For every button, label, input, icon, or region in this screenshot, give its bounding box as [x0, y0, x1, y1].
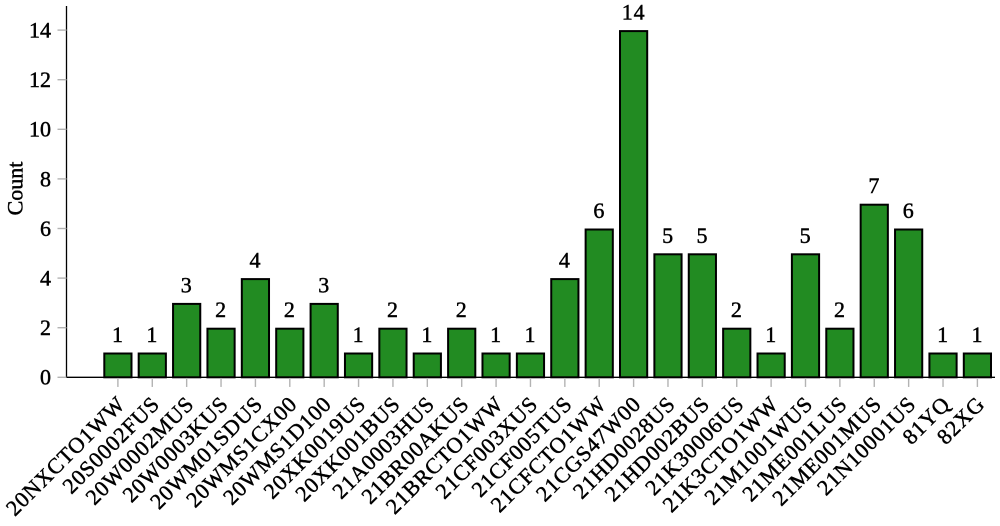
svg-text:2: 2	[456, 297, 468, 322]
svg-text:0: 0	[40, 365, 51, 390]
svg-text:1: 1	[525, 322, 537, 347]
svg-text:2: 2	[387, 297, 399, 322]
svg-text:5: 5	[662, 223, 674, 248]
svg-text:4: 4	[559, 248, 571, 273]
svg-text:1: 1	[971, 322, 983, 347]
svg-text:1: 1	[146, 322, 158, 347]
svg-text:1: 1	[937, 322, 949, 347]
svg-text:6: 6	[593, 198, 605, 223]
svg-text:12: 12	[29, 67, 51, 92]
svg-text:14: 14	[29, 18, 51, 43]
svg-text:5: 5	[696, 223, 708, 248]
svg-text:2: 2	[284, 297, 296, 322]
svg-text:6: 6	[903, 198, 915, 223]
svg-text:2: 2	[731, 297, 743, 322]
svg-text:1: 1	[490, 322, 502, 347]
svg-text:1: 1	[112, 322, 124, 347]
svg-text:2: 2	[215, 297, 227, 322]
svg-text:14: 14	[622, 0, 646, 25]
svg-text:Count: Count	[3, 162, 28, 216]
svg-text:1: 1	[353, 322, 365, 347]
svg-text:2: 2	[834, 297, 846, 322]
svg-text:7: 7	[868, 173, 880, 198]
svg-text:6: 6	[40, 216, 51, 241]
svg-text:1: 1	[421, 322, 433, 347]
svg-text:8: 8	[40, 166, 51, 191]
svg-text:5: 5	[800, 223, 812, 248]
svg-text:4: 4	[250, 248, 262, 273]
svg-text:3: 3	[181, 272, 193, 297]
svg-text:10: 10	[29, 117, 51, 142]
svg-text:2: 2	[40, 315, 51, 340]
svg-text:1: 1	[765, 322, 777, 347]
svg-text:4: 4	[40, 266, 51, 291]
svg-text:3: 3	[318, 272, 330, 297]
